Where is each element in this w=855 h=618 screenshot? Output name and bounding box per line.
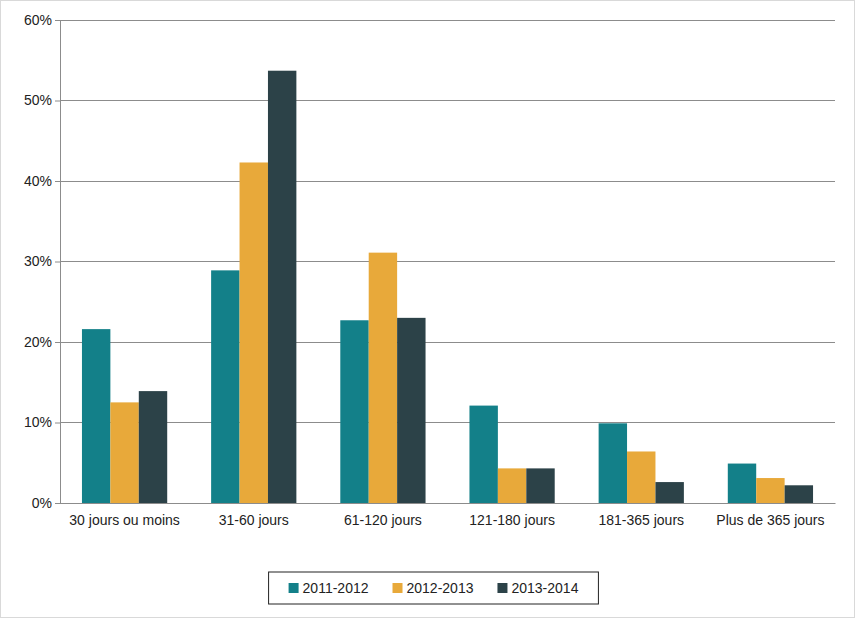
- y-tick: 60%: [24, 12, 60, 28]
- y-tick-mark: [55, 20, 60, 21]
- y-tick-mark: [55, 342, 60, 343]
- legend-swatch: [289, 583, 299, 593]
- legend-swatch: [393, 583, 403, 593]
- x-tick: 31-60 jours: [219, 503, 289, 528]
- bar: [498, 468, 526, 503]
- y-tick-mark: [55, 503, 60, 504]
- y-tick-label: 10%: [24, 414, 52, 430]
- x-tick-label: 61-120 jours: [344, 512, 422, 528]
- y-tick-label: 50%: [24, 92, 52, 108]
- x-tick-label: Plus de 365 jours: [716, 512, 824, 528]
- series: [110, 162, 784, 503]
- bar: [526, 468, 554, 503]
- y-tick-label: 0%: [32, 495, 52, 511]
- y-tick-mark: [55, 181, 60, 182]
- bars: [82, 71, 813, 503]
- bar: [655, 482, 683, 503]
- y-tick: 50%: [24, 92, 60, 108]
- series: [82, 270, 756, 503]
- bar: [211, 270, 239, 503]
- y-tick-mark: [55, 262, 60, 263]
- grid-line: [60, 422, 835, 423]
- grid-line: [60, 20, 835, 21]
- x-tick-label: 31-60 jours: [219, 512, 289, 528]
- legend-item: 2011-2012: [289, 580, 369, 596]
- y-tick: 10%: [24, 414, 60, 430]
- y-tick: 20%: [24, 334, 60, 350]
- grid-line: [60, 181, 835, 182]
- y-tick-mark: [55, 101, 60, 102]
- bar: [240, 162, 268, 503]
- y-axis: 0% 10% 20% 30% 40% 50% 60%: [24, 12, 61, 511]
- bar: [110, 402, 138, 503]
- legend-swatch: [497, 583, 507, 593]
- bar: [756, 478, 784, 503]
- x-axis: 30 jours ou moins 31-60 jours 61-120 jours…: [61, 503, 836, 528]
- legend-item: 2012-2013: [393, 580, 474, 596]
- bar: [627, 451, 655, 503]
- y-tick: 30%: [24, 253, 60, 269]
- x-tick-label: 30 jours ou moins: [69, 512, 180, 528]
- legend: 2011-2012 2012-2013 2013-2014: [269, 572, 599, 604]
- x-axis-line: [61, 503, 836, 504]
- legend-label: 2013-2014: [511, 580, 578, 596]
- y-tick-label: 20%: [24, 334, 52, 350]
- bar: [139, 391, 167, 503]
- bar: [785, 485, 813, 503]
- legend-item: 2013-2014: [497, 580, 578, 596]
- y-tick-label: 40%: [24, 173, 52, 189]
- bar: [728, 464, 756, 503]
- bar: [599, 423, 627, 503]
- y-tick: 0%: [32, 495, 60, 511]
- y-tick-mark: [55, 423, 60, 424]
- y-tick-label: 60%: [24, 12, 52, 28]
- x-tick-label: 121-180 jours: [469, 512, 555, 528]
- bar: [340, 320, 368, 503]
- grid: [60, 20, 835, 503]
- y-tick: 40%: [24, 173, 60, 189]
- x-tick: Plus de 365 jours: [716, 503, 824, 528]
- grid-line: [60, 100, 835, 101]
- x-tick: 121-180 jours: [469, 503, 555, 528]
- legend-label: 2012-2013: [407, 580, 474, 596]
- chart: 0% 10% 20% 30% 40% 50% 60% 30 jours ou moins 31-…: [0, 0, 855, 618]
- x-tick: 181-365 jours: [598, 503, 684, 528]
- x-tick: 61-120 jours: [344, 503, 422, 528]
- grid-line: [60, 261, 835, 262]
- series: [139, 71, 813, 503]
- bar: [268, 71, 296, 503]
- grid-line: [60, 342, 835, 343]
- chart-frame: [1, 1, 855, 618]
- bar: [369, 253, 397, 503]
- x-tick: 30 jours ou moins: [69, 503, 180, 528]
- grid-line: [60, 503, 835, 504]
- bar: [469, 406, 497, 503]
- y-tick-label: 30%: [24, 253, 52, 269]
- legend-label: 2011-2012: [303, 580, 369, 596]
- plot: 0% 10% 20% 30% 40% 50% 60% 30 jours ou moins 31-…: [24, 12, 836, 528]
- legend-box: [269, 572, 599, 604]
- bar: [82, 329, 110, 503]
- x-tick-label: 181-365 jours: [598, 512, 684, 528]
- y-axis-line: [60, 21, 61, 504]
- bar: [397, 318, 425, 503]
